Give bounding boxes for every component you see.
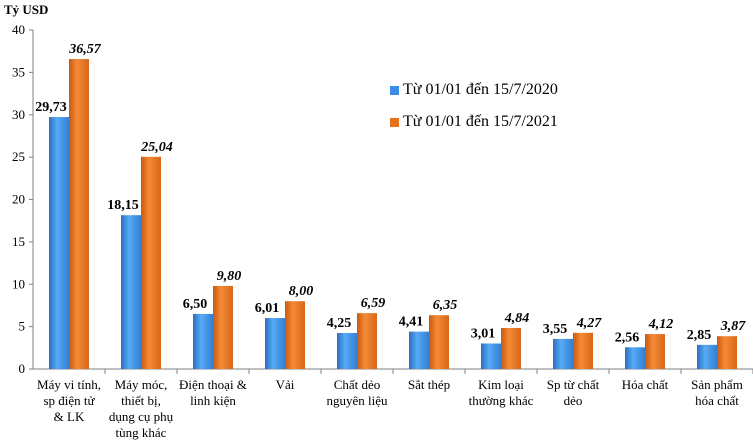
bar-2021 [645, 334, 665, 369]
bar-2020 [265, 318, 285, 369]
data-label-2021: 8,00 [289, 284, 314, 299]
legend-label-2020: Từ 01/01 đến 15/7/2020 [403, 81, 558, 98]
bar-2021 [429, 315, 449, 369]
data-label-2020: 18,15 [107, 198, 139, 213]
y-tick-label: 0 [19, 361, 26, 376]
bar-2020 [121, 215, 141, 369]
y-tick-label: 40 [12, 22, 25, 37]
legend-item-2020: Từ 01/01 đến 15/7/2020 [390, 74, 558, 106]
bar-2020 [49, 117, 69, 369]
x-tick-label: Kim loại thường khác [469, 377, 534, 408]
legend-swatch-2021 [390, 117, 399, 127]
data-label-2021: 9,80 [217, 269, 242, 284]
x-tick-label: Điện thoại & linh kiện [179, 377, 247, 408]
x-tick-label: Sp từ chất dẻo [547, 377, 600, 408]
bar-2021 [501, 327, 521, 369]
data-label-2021: 3,87 [720, 319, 747, 334]
y-tick-label: 15 [12, 234, 25, 249]
bar-2021 [213, 285, 233, 369]
data-label-2020: 2,56 [615, 330, 640, 345]
data-label-2021: 6,59 [361, 296, 386, 311]
x-tick-label: Vải [276, 377, 295, 392]
data-label-2020: 29,73 [35, 100, 67, 115]
legend: Từ 01/01 đến 15/7/2020 Từ 01/01 đến 15/7… [390, 74, 558, 138]
y-tick-label: 30 [12, 107, 25, 122]
x-tick-label: Chất dẻo nguyên liệu [326, 377, 388, 408]
data-label-2020: 2,85 [687, 328, 712, 343]
y-tick-label: 25 [12, 149, 25, 164]
data-label-2020: 3,55 [543, 322, 568, 337]
data-label-2020: 4,25 [327, 316, 352, 331]
bar-2020 [481, 343, 501, 369]
y-tick-label: 10 [12, 276, 25, 291]
bar-2021 [717, 336, 737, 369]
bar-2020 [625, 347, 645, 369]
data-label-2020: 6,50 [183, 297, 208, 312]
data-label-2020: 4,41 [399, 315, 424, 330]
bar-2021 [357, 313, 377, 369]
bar-2021 [141, 156, 161, 369]
legend-item-2021: Từ 01/01 đến 15/7/2021 [390, 106, 558, 138]
bar-2020 [193, 313, 213, 369]
data-label-2020: 3,01 [471, 326, 496, 341]
bar-2020 [553, 338, 573, 369]
bar-2020 [697, 344, 717, 369]
x-tick-label: Sản phẩm hóa chất [691, 377, 743, 408]
data-label-2021: 36,57 [68, 42, 102, 57]
y-tick-label: 35 [12, 64, 25, 79]
data-label-2021: 4,84 [504, 311, 530, 326]
bar-2020 [409, 331, 429, 369]
legend-label-2021: Từ 01/01 đến 15/7/2021 [403, 113, 558, 130]
data-label-2021: 25,04 [140, 140, 173, 155]
data-label-2021: 6,35 [433, 298, 458, 313]
data-label-2020: 6,01 [255, 301, 280, 316]
x-tick-label: Hóa chất [622, 377, 669, 392]
bar-2020 [337, 332, 357, 369]
x-tick-label: Sắt thép [408, 377, 450, 392]
y-tick-label: 20 [12, 192, 25, 207]
legend-swatch-2020 [390, 85, 399, 95]
y-tick-label: 5 [19, 319, 26, 334]
y-axis-unit: Tỷ USD [4, 2, 49, 17]
bar-2021 [573, 332, 593, 369]
data-label-2021: 4,12 [648, 317, 674, 332]
x-tick-label: Máy móc, thiết bị, dụng cụ phụ tùng khác [109, 377, 174, 440]
x-tick-label: Máy vi tính, sp điện tử & LK [37, 377, 101, 424]
bar-2021 [69, 59, 89, 370]
bar-2021 [285, 301, 305, 369]
data-label-2021: 4,27 [576, 316, 603, 331]
